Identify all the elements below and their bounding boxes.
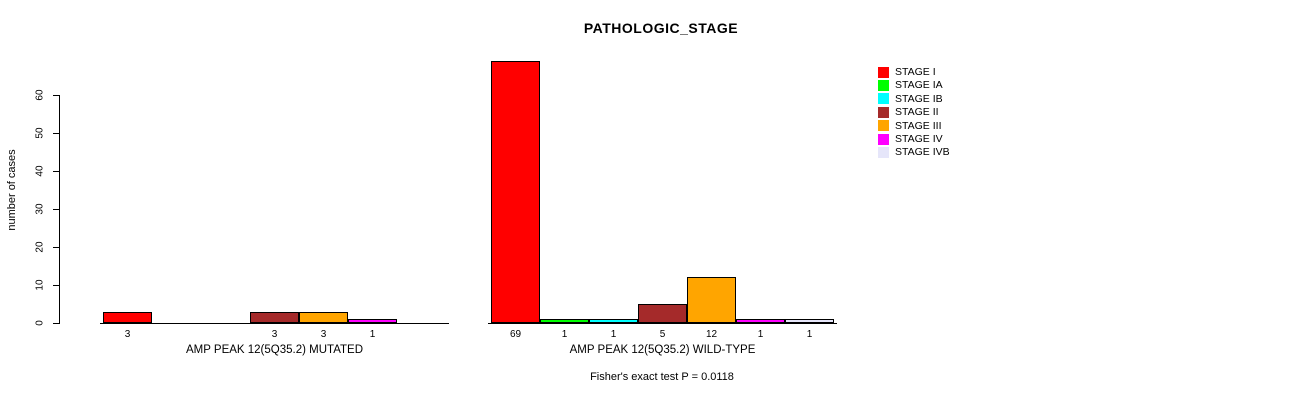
- bar-stage-ia-amp-peak-12-5q35-2-wild-type: [540, 319, 589, 323]
- y-axis-tick-label: 40: [34, 165, 46, 177]
- bar-value-label: 3: [320, 329, 327, 340]
- legend-item-stage-ia: STAGE IA: [878, 79, 943, 92]
- bar-stage-iii-amp-peak-12-5q35-2-wild-type: [687, 277, 736, 323]
- group-label-amp-peak-12-5q35-2-wild-type: AMP PEAK 12(5Q35.2) WILD-TYPE: [569, 344, 756, 356]
- legend-label: STAGE IA: [895, 79, 943, 92]
- bar-stage-i-amp-peak-12-5q35-2-wild-type: [491, 61, 540, 323]
- bar-value-label: 1: [610, 329, 617, 340]
- y-axis-tick: [53, 171, 59, 172]
- bar-value-label: 1: [757, 329, 764, 340]
- y-axis-tick: [53, 209, 59, 210]
- bar-stage-iv-amp-peak-12-5q35-2-wild-type: [736, 319, 785, 323]
- legend-item-stage-ib: STAGE IB: [878, 92, 943, 105]
- bar-value-label: 1: [369, 329, 376, 340]
- y-axis-tick: [53, 247, 59, 248]
- y-axis-tick: [53, 95, 59, 96]
- bar-stage-ivb-amp-peak-12-5q35-2-wild-type: [785, 319, 834, 323]
- chart-title: PATHOLOGIC_STAGE: [583, 20, 739, 36]
- group-label-amp-peak-12-5q35-2-mutated: AMP PEAK 12(5Q35.2) MUTATED: [185, 344, 364, 356]
- bar-value-label: 3: [124, 329, 131, 340]
- y-axis-tick-label: 50: [34, 127, 46, 139]
- legend-swatch-stage-ia: [878, 79, 889, 91]
- legend-label: STAGE I: [895, 66, 936, 78]
- bar-value-label: 5: [659, 329, 666, 340]
- x-axis-baseline: [488, 323, 837, 324]
- y-axis-tick-label: 10: [34, 279, 46, 291]
- legend-swatch-stage-iv: [878, 133, 889, 145]
- y-axis-tick: [53, 133, 59, 134]
- legend-item-stage-i: STAGE I: [878, 66, 936, 79]
- legend-item-stage-ivb: STAGE IVB: [878, 146, 950, 159]
- legend-swatch-stage-iii: [878, 120, 889, 132]
- y-axis-title: number of cases: [6, 149, 18, 231]
- legend-item-stage-ii: STAGE II: [878, 106, 939, 119]
- legend-label: STAGE III: [895, 119, 942, 132]
- bar-value-label: 12: [705, 329, 718, 340]
- y-axis-tick-label: 60: [34, 89, 46, 101]
- legend-label: STAGE IV: [895, 133, 943, 145]
- legend-item-stage-iv: STAGE IV: [878, 133, 943, 146]
- bar-stage-ib-amp-peak-12-5q35-2-wild-type: [589, 319, 638, 323]
- bar-stage-iv-amp-peak-12-5q35-2-mutated: [348, 319, 397, 323]
- fisher-test-annotation: Fisher's exact test P = 0.0118: [590, 371, 734, 383]
- legend-label: STAGE II: [895, 106, 939, 119]
- y-axis-tick-label: 20: [34, 241, 46, 253]
- bar-stage-ii-amp-peak-12-5q35-2-wild-type: [638, 304, 687, 323]
- bar-stage-ii-amp-peak-12-5q35-2-mutated: [250, 312, 299, 323]
- y-axis-tick: [53, 285, 59, 286]
- legend-swatch-stage-ivb: [878, 146, 889, 158]
- legend-label: STAGE IB: [895, 92, 943, 105]
- y-axis-tick-label: 30: [34, 203, 46, 215]
- legend-swatch-stage-ii: [878, 106, 889, 118]
- bar-value-label: 1: [561, 329, 568, 340]
- y-axis-tick: [53, 323, 59, 324]
- y-axis-tick-label: 0: [34, 320, 46, 326]
- legend-swatch-stage-ib: [878, 93, 889, 105]
- legend-item-stage-iii: STAGE III: [878, 119, 941, 132]
- bar-stage-i-amp-peak-12-5q35-2-mutated: [103, 312, 152, 323]
- bar-value-label: 1: [806, 329, 813, 340]
- bar-value-label: 69: [509, 329, 522, 340]
- x-axis-baseline: [100, 323, 449, 324]
- y-axis-line: [59, 95, 60, 324]
- legend-swatch-stage-i: [878, 66, 889, 78]
- legend-label: STAGE IVB: [895, 146, 950, 159]
- bar-stage-iii-amp-peak-12-5q35-2-mutated: [299, 312, 348, 323]
- bar-value-label: 3: [271, 329, 278, 340]
